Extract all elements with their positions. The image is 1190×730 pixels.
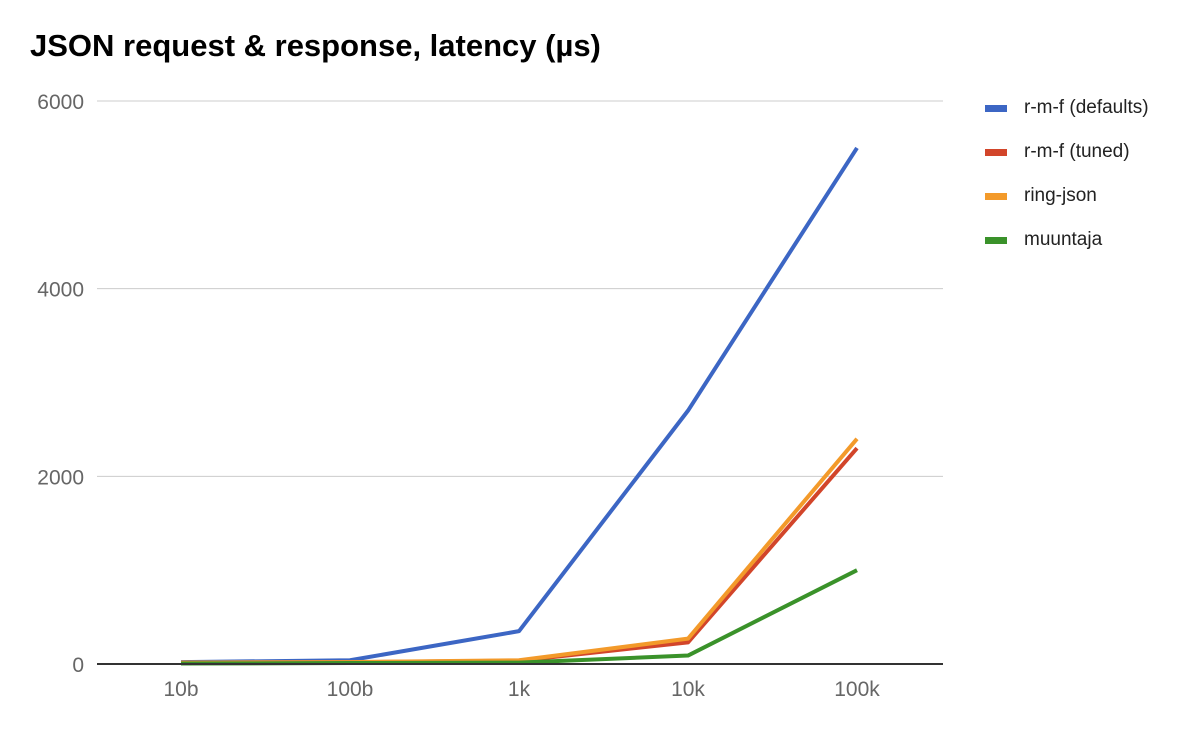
legend-swatch [985,148,1007,156]
x-tick-label: 100b [327,678,374,701]
legend: r-m-f (defaults) r-m-f (tuned) ring-json mu… [985,86,1149,262]
chart-title: JSON request & response, latency (µs) [30,28,601,63]
gridlines [97,100,943,477]
legend-label: r-m-f (defaults) [1024,97,1149,118]
legend-swatch [985,236,1007,244]
series-line-muuntaja [180,568,858,666]
x-tick-label: 100k [834,678,880,701]
y-axis-ticks: 0 2000 4000 6000 [37,91,84,677]
x-axis-ticks: 10b 100b 1k 10k 100k [163,678,880,701]
series-line-r-m-f-defaults [180,146,859,665]
legend-swatch [985,104,1007,112]
legend-item[interactable]: r-m-f (tuned) [985,130,1149,174]
legend-label: muuntaja [1024,229,1103,250]
legend-swatch [985,192,1007,200]
legend-item[interactable]: muuntaja [985,218,1149,262]
y-tick-label: 2000 [37,466,84,489]
y-tick-label: 0 [72,654,84,677]
series-lines [180,146,859,666]
x-tick-label: 10b [163,678,198,701]
legend-item[interactable]: r-m-f (defaults) [985,86,1149,130]
y-tick-label: 6000 [37,91,84,114]
legend-label: ring-json [1024,185,1097,206]
legend-label: r-m-f (tuned) [1024,141,1130,162]
x-tick-label: 1k [508,678,531,701]
x-tick-label: 10k [671,678,705,701]
legend-item[interactable]: ring-json [985,174,1149,218]
y-tick-label: 4000 [37,279,84,302]
